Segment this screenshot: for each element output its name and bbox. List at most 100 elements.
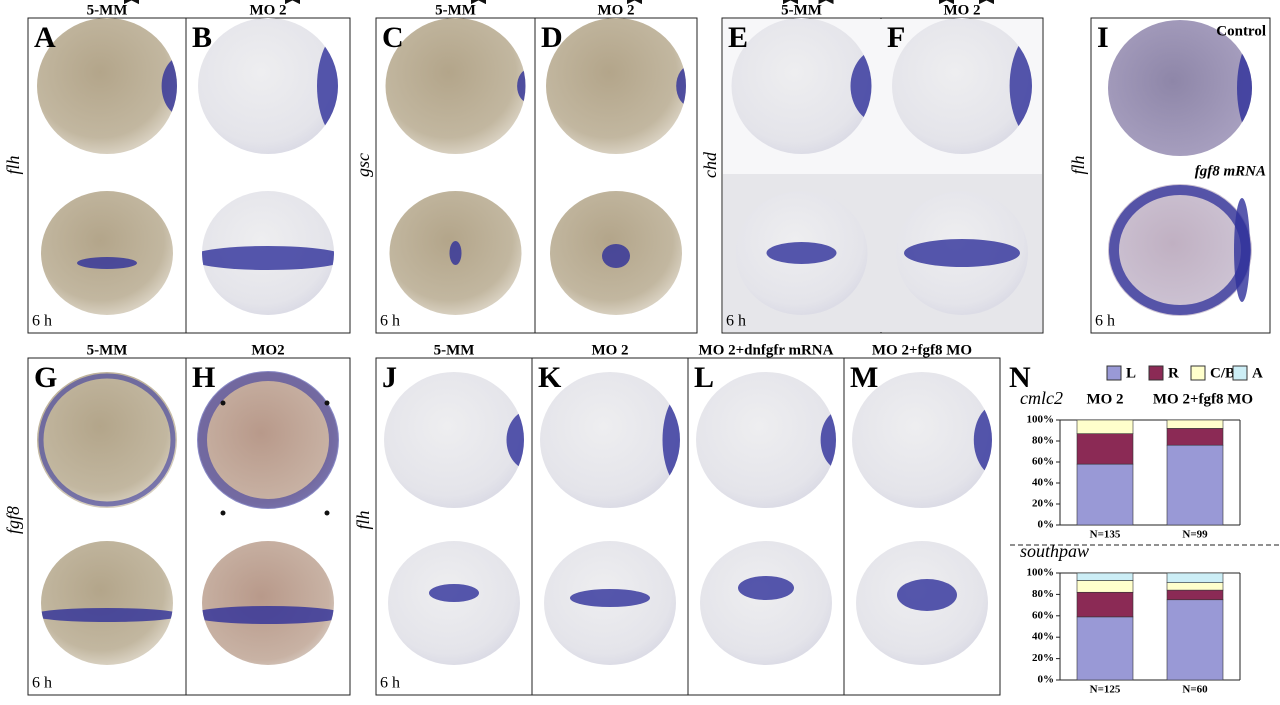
bar-segment <box>1076 463 1134 526</box>
legend-swatch <box>1232 365 1248 381</box>
panel-header: MO 2+dnfgfr mRNA <box>699 342 834 358</box>
stain-group <box>973 402 992 478</box>
y-tick-label: 40% <box>1032 477 1054 489</box>
arrowhead <box>324 400 330 406</box>
panel-letter: E <box>728 21 748 54</box>
stain <box>738 576 794 600</box>
panel-letter: L <box>694 361 714 394</box>
arrowhead <box>324 510 330 516</box>
stain <box>766 242 837 264</box>
stain <box>820 409 836 471</box>
embryo <box>41 541 173 665</box>
embryo <box>540 372 680 508</box>
stain-group <box>429 584 479 602</box>
panel-letter: D <box>541 21 563 54</box>
stain-group <box>850 48 872 124</box>
panel-header: MO 2 <box>597 2 634 18</box>
legend-label: A <box>1252 365 1263 381</box>
panel-header: MO2 <box>251 342 284 358</box>
panel-label: Control <box>1216 23 1266 39</box>
frame <box>27 17 351 334</box>
legend-label: C/B <box>1210 365 1235 381</box>
legend-swatch <box>1148 365 1164 381</box>
y-tick-label: 80% <box>1032 588 1054 600</box>
stain-group <box>77 257 137 269</box>
stain <box>202 246 334 270</box>
embryo <box>731 18 872 154</box>
stain-group <box>202 246 334 270</box>
y-tick-label: 0% <box>1038 519 1055 531</box>
side-label: fgf8 <box>3 506 23 534</box>
panel-header: 5-MM <box>87 342 128 358</box>
bar-segment <box>1166 428 1224 446</box>
time-label: 6 h <box>32 313 52 330</box>
frames <box>27 17 1271 696</box>
panel-header: MO 2 <box>249 2 286 18</box>
stain-group <box>602 244 630 268</box>
bar-segment <box>1076 580 1134 593</box>
time-label: 6 h <box>380 675 400 692</box>
embryo <box>37 372 177 508</box>
y-tick-label: 0% <box>1038 674 1055 686</box>
embryo <box>198 18 338 154</box>
stain-group <box>897 579 957 611</box>
bar-segment <box>1076 572 1134 581</box>
stain <box>429 584 479 602</box>
arrowhead <box>220 400 226 406</box>
bar-segment <box>1166 599 1224 681</box>
legend-label: L <box>1126 365 1136 381</box>
stain-group <box>904 239 1020 267</box>
legend-label: R <box>1168 365 1179 381</box>
stain-group <box>317 28 338 144</box>
embryo <box>546 18 686 154</box>
stain <box>41 608 173 622</box>
panel-letter: A <box>34 21 56 54</box>
embryo <box>385 18 526 154</box>
y-tick-label: 60% <box>1032 456 1054 468</box>
chart-title: cmlc2 <box>1020 388 1063 408</box>
panel-letter: I <box>1097 21 1109 54</box>
stain-group <box>517 69 526 103</box>
stain <box>897 579 957 611</box>
stain-group <box>766 242 837 264</box>
panel-header: 5-MM <box>87 2 128 18</box>
embryo <box>700 541 832 665</box>
legend-swatch <box>1190 365 1206 381</box>
bar-segment <box>1076 591 1134 618</box>
stain <box>202 606 334 624</box>
x-tick-label: N=99 <box>1182 529 1208 541</box>
bar-segment <box>1076 433 1134 465</box>
y-tick-label: 20% <box>1032 498 1054 510</box>
frame <box>27 357 351 696</box>
panel-letter: G <box>34 361 57 394</box>
stain <box>506 409 524 471</box>
stain <box>570 589 650 607</box>
y-tick-label: 100% <box>1027 414 1055 426</box>
time-label: 6 h <box>726 313 746 330</box>
chart-title: southpaw <box>1020 541 1089 561</box>
bar-segment <box>1166 419 1224 429</box>
stain <box>904 239 1020 267</box>
y-tick-label: 100% <box>1027 567 1055 579</box>
panel-letter: J <box>382 361 397 394</box>
legend-swatch <box>1106 365 1122 381</box>
side-label: flh <box>353 510 373 529</box>
stain-group <box>738 576 794 600</box>
bar-segment <box>1166 444 1224 526</box>
embryo <box>202 541 334 665</box>
stain-group <box>820 409 836 471</box>
frame <box>1090 17 1271 334</box>
panel-letter: B <box>192 21 212 54</box>
stain-group <box>202 606 334 624</box>
stain <box>602 244 630 268</box>
stain-group <box>449 241 462 265</box>
embryo <box>384 372 524 508</box>
time-label: 6 h <box>380 313 400 330</box>
panel-header: 5-MM <box>434 342 475 358</box>
column-label: MO 2 <box>1086 391 1123 407</box>
panel-header: 5-MM <box>435 2 476 18</box>
time-label: 6 h <box>1095 313 1115 330</box>
side-label: flh <box>3 155 23 174</box>
stain <box>1237 28 1252 148</box>
